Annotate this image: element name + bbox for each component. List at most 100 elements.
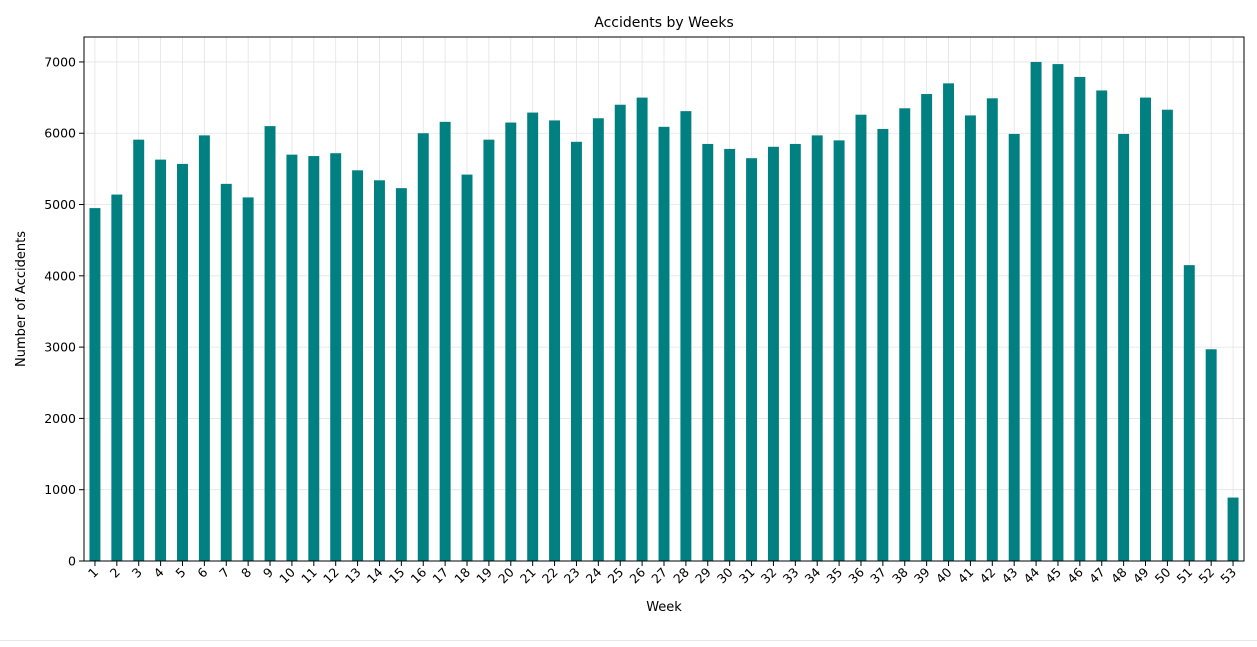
bar-week-45 <box>1052 64 1064 561</box>
x-tick-label: 40 <box>933 564 955 586</box>
y-tick-label: 5000 <box>44 197 76 212</box>
x-tick-label: 18 <box>451 564 473 586</box>
bar-week-31 <box>746 158 758 562</box>
bar-week-3 <box>133 139 145 561</box>
x-tick-label: 13 <box>342 565 364 587</box>
x-tick-label: 12 <box>320 565 342 587</box>
bar-week-20 <box>505 122 517 561</box>
bar-week-14 <box>374 180 385 561</box>
bar-week-23 <box>570 141 582 562</box>
bar-week-17 <box>439 121 451 561</box>
bar-week-49 <box>1140 97 1151 562</box>
x-tick-label: 32 <box>758 565 780 587</box>
bar-week-50 <box>1161 109 1173 561</box>
x-tick-label: 19 <box>473 564 495 586</box>
x-tick-label: 29 <box>692 564 714 586</box>
x-tick-label: 27 <box>648 565 670 587</box>
y-tick-label: 4000 <box>44 268 76 283</box>
divider <box>0 640 1257 641</box>
x-tick-label: 42 <box>977 565 999 587</box>
y-tick-label: 3000 <box>44 340 76 355</box>
bar-week-18 <box>461 174 473 562</box>
x-tick-label: 41 <box>955 565 977 587</box>
x-tick-label: 35 <box>823 565 845 587</box>
x-tick-label: 5 <box>172 565 188 581</box>
x-tick-label: 17 <box>429 565 451 587</box>
bar-week-22 <box>549 120 561 562</box>
x-tick-label: 11 <box>298 565 320 587</box>
x-tick-label: 46 <box>1064 564 1086 586</box>
bar-week-19 <box>483 139 495 561</box>
bar-week-42 <box>986 98 998 562</box>
bar-week-40 <box>943 83 954 561</box>
bar-week-52 <box>1205 349 1217 561</box>
bar-week-1 <box>89 208 101 561</box>
x-tick-label: 43 <box>998 565 1020 587</box>
bar-week-35 <box>833 140 845 561</box>
bar-week-47 <box>1096 90 1108 561</box>
x-tick-label: 48 <box>1108 564 1130 586</box>
x-tick-label: 2 <box>107 565 123 581</box>
x-tick-label: 26 <box>626 564 648 586</box>
x-tick-label: 34 <box>801 564 823 586</box>
bar-week-7 <box>220 183 232 561</box>
x-tick-label: 37 <box>867 565 889 587</box>
x-tick-label: 6 <box>194 564 210 580</box>
x-tick-label: 9 <box>260 564 276 580</box>
y-tick-label: 1000 <box>44 482 76 497</box>
y-tick-label: 6000 <box>44 126 76 141</box>
x-tick-label: 50 <box>1152 564 1174 586</box>
x-tick-label: 16 <box>408 564 430 586</box>
x-tick-label: 22 <box>539 565 561 587</box>
x-tick-label: 10 <box>276 564 298 586</box>
bar-week-36 <box>855 114 867 561</box>
x-tick-label: 21 <box>517 565 539 587</box>
x-axis-label: Week <box>646 600 682 615</box>
x-tick-label: 7 <box>216 565 232 581</box>
x-tick-label: 28 <box>670 564 692 586</box>
x-tick-label: 15 <box>386 565 408 587</box>
bar-week-10 <box>286 154 298 561</box>
bar-week-11 <box>308 156 320 561</box>
bar-week-29 <box>702 143 714 561</box>
y-tick-label: 2000 <box>44 411 76 426</box>
x-tick-label: 49 <box>1130 564 1152 586</box>
bar-week-8 <box>242 197 254 562</box>
bar-week-44 <box>1030 61 1042 561</box>
bar-week-13 <box>352 170 364 561</box>
bar-week-38 <box>899 108 911 562</box>
bar-week-48 <box>1118 133 1130 561</box>
bar-week-43 <box>1008 133 1020 561</box>
bar-week-27 <box>658 126 670 561</box>
bar-week-51 <box>1183 265 1195 561</box>
x-tick-label: 4 <box>150 564 166 580</box>
bar-week-2 <box>111 194 123 561</box>
x-tick-label: 3 <box>129 565 145 581</box>
bar-week-15 <box>395 188 407 561</box>
bar-week-33 <box>789 143 801 561</box>
bar-week-39 <box>921 94 933 562</box>
chart-title: Accidents by Weeks <box>594 15 734 31</box>
bar-week-32 <box>767 146 779 562</box>
x-tick-label: 36 <box>845 564 867 586</box>
x-tick-label: 33 <box>780 565 802 587</box>
x-tick-label: 47 <box>1086 565 1108 587</box>
bar-week-30 <box>724 148 736 561</box>
y-tick-label: 7000 <box>44 54 76 69</box>
x-tick-label: 1 <box>85 565 101 581</box>
x-tick-label: 51 <box>1174 565 1196 587</box>
x-tick-label: 45 <box>1042 565 1064 587</box>
x-tick-label: 20 <box>495 564 517 586</box>
bar-week-28 <box>680 111 692 561</box>
x-tick-label: 23 <box>561 565 583 587</box>
bar-week-26 <box>636 97 648 562</box>
bar-week-24 <box>592 118 604 561</box>
bars <box>89 61 1239 562</box>
x-tick-label: 8 <box>238 564 254 580</box>
bar-week-12 <box>330 153 342 562</box>
bar-week-16 <box>417 133 429 561</box>
x-tick-label: 31 <box>736 565 758 587</box>
x-tick-label: 53 <box>1217 565 1239 587</box>
